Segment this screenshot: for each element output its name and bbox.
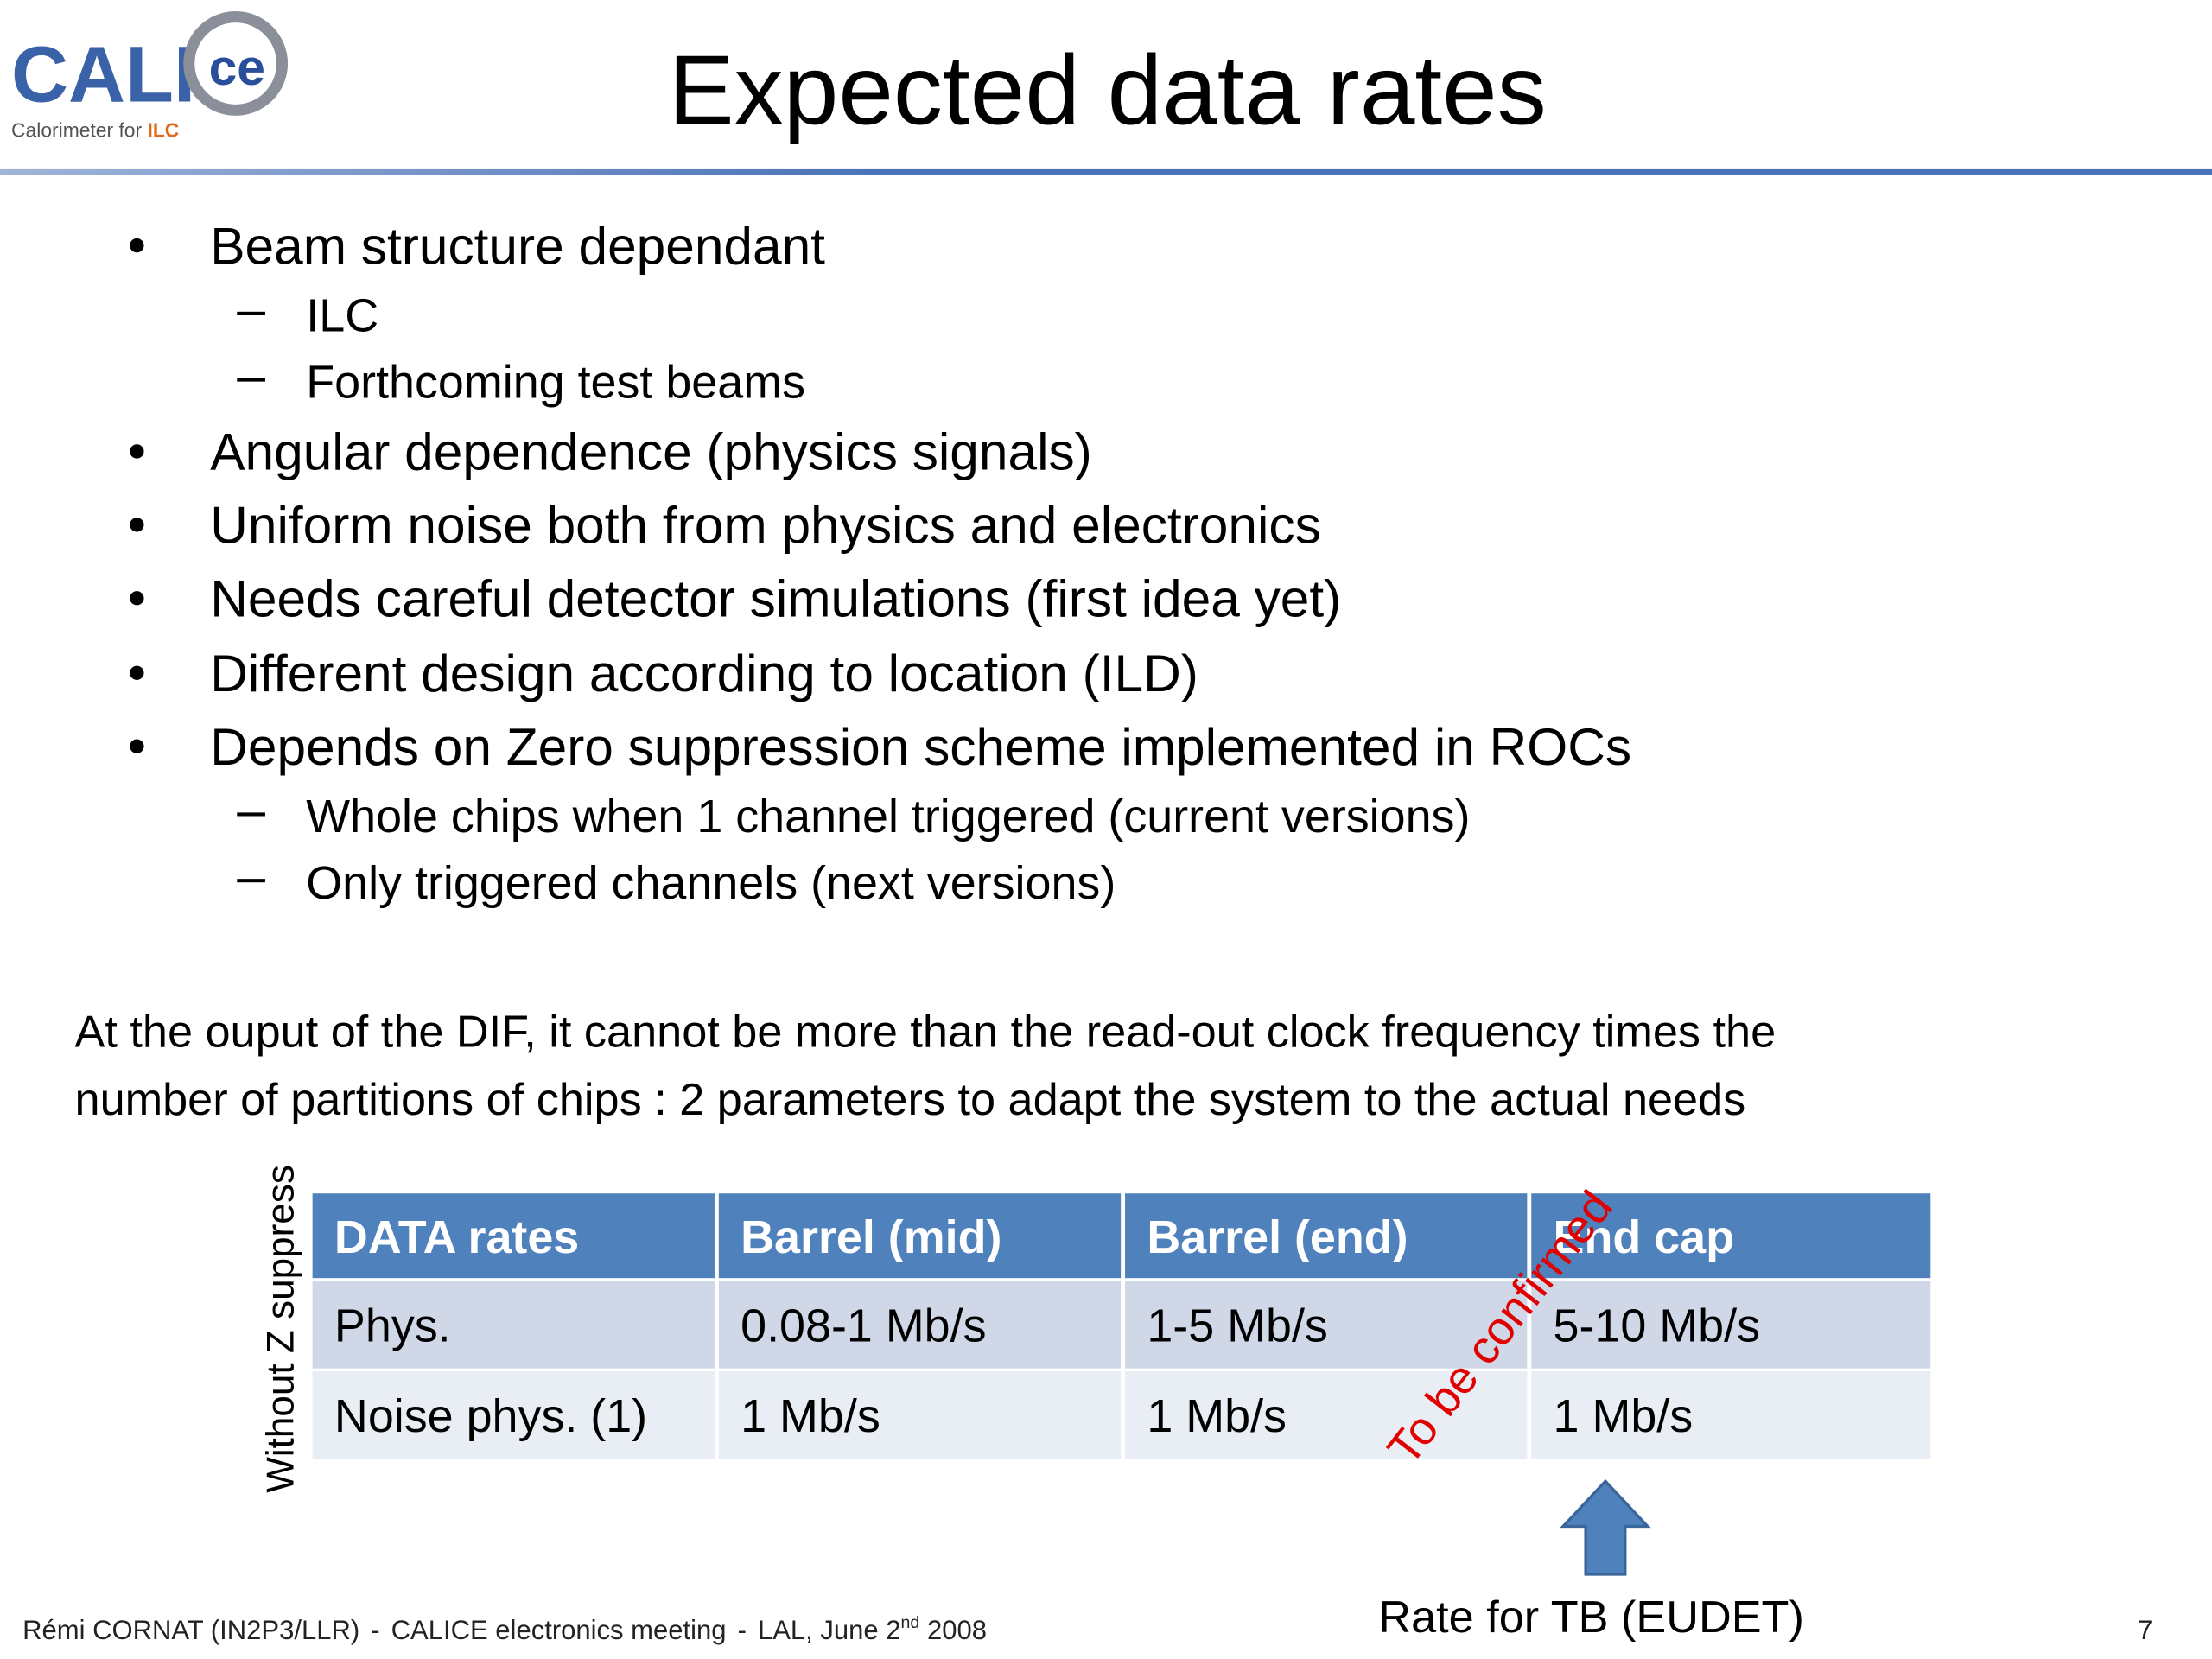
- bullet-dot: [130, 739, 144, 753]
- table-header-text: Barrel (mid): [741, 1211, 1001, 1263]
- up-arrow: [1560, 1478, 1651, 1576]
- table-cell: [1531, 1281, 1931, 1369]
- table-header-cell: [718, 1193, 1122, 1279]
- footer-author: Rémi CORNAT (IN2P3/LLR): [22, 1615, 359, 1645]
- logo-tagline-text: Calorimeter for: [11, 118, 147, 141]
- table-cell-text: 1 Mb/s: [741, 1390, 880, 1442]
- bullet-text: Uniform noise both from physics and elec…: [210, 496, 1321, 555]
- bullet-text: Angular dependence (physics signals): [210, 423, 1092, 481]
- table-cell-text: Phys.: [334, 1300, 451, 1352]
- logo-letters: CALI: [11, 31, 195, 119]
- bullet-dot: [130, 444, 144, 459]
- footer-place: LAL, June 2: [758, 1615, 901, 1645]
- table-cell: [312, 1281, 715, 1369]
- table-header-text: DATA rates: [334, 1211, 579, 1263]
- sub-item-text: Only triggered channels (next versions): [306, 857, 1116, 909]
- table-cell: [718, 1281, 1122, 1369]
- table-cell: [1531, 1370, 1931, 1459]
- sub-dash: [237, 879, 265, 883]
- footer-separator: -: [738, 1615, 747, 1645]
- bullet-dot: [130, 591, 144, 606]
- footer-superscript: nd: [901, 1613, 920, 1632]
- bullet-dot: [130, 665, 144, 680]
- logo-tagline: Calorimeter for ILC: [11, 118, 179, 141]
- table-cell: [1125, 1281, 1528, 1369]
- sub-item-text: Forthcoming test beams: [306, 356, 805, 408]
- table-header-cell: [1125, 1193, 1528, 1279]
- table-cell-text: 0.08-1 Mb/s: [741, 1300, 986, 1352]
- table-cell: [718, 1370, 1122, 1459]
- table-cell-text: 1 Mb/s: [1147, 1390, 1287, 1442]
- side-label: Without Z suppress: [260, 1165, 302, 1493]
- arrow-label: Rate for TB (EUDET): [1378, 1592, 1803, 1643]
- paragraph-line: number of partitions of chips : 2 parame…: [75, 1075, 1746, 1125]
- title-rule: [0, 168, 2212, 175]
- table-cell-text: Noise phys. (1): [334, 1390, 647, 1442]
- bullet-text: Different design according to location (…: [210, 644, 1198, 702]
- table-header-cell: [312, 1193, 715, 1279]
- table-header-text: Barrel (end): [1147, 1211, 1408, 1263]
- sub-item-text: Whole chips when 1 channel triggered (cu…: [306, 791, 1470, 842]
- table-cell-text: 1 Mb/s: [1554, 1390, 1694, 1442]
- bullet-text: Needs careful detector simulations (firs…: [210, 569, 1341, 627]
- footer-meeting: CALICE electronics meeting: [391, 1615, 727, 1645]
- logo-circle-text: ce: [209, 40, 265, 96]
- sub-dash: [237, 311, 265, 315]
- sub-dash: [237, 378, 265, 382]
- footer-year: 2008: [919, 1615, 987, 1645]
- footer: Rémi CORNAT (IN2P3/LLR) - CALICE electroni…: [22, 1613, 987, 1645]
- bullet-dot: [130, 518, 144, 532]
- logo-ring: [183, 11, 289, 116]
- table-header-cell: [1531, 1193, 1931, 1279]
- table-cell: [1125, 1370, 1528, 1459]
- table-cell-text: 5-10 Mb/s: [1554, 1300, 1760, 1352]
- page-number: 7: [2138, 1615, 2152, 1645]
- table-cell: [312, 1370, 715, 1459]
- table-header-text: End cap: [1554, 1211, 1735, 1263]
- sub-item-text: ILC: [306, 290, 378, 342]
- logo-tagline-highlight: ILC: [147, 118, 179, 141]
- bullet-text: Beam structure dependant: [210, 216, 825, 275]
- footer-separator: -: [371, 1615, 379, 1645]
- sub-dash: [237, 812, 265, 817]
- paragraph-line: At the ouput of the DIF, it cannot be mo…: [75, 1007, 1777, 1057]
- slide-title: Expected data rates: [668, 36, 1546, 146]
- logo: CALI ce Calorimeter for ILC: [11, 11, 289, 141]
- content: Beam structure dependant ILC Forthcoming t…: [75, 216, 1931, 1493]
- table-cell-text: 1-5 Mb/s: [1147, 1300, 1328, 1352]
- bullet-text: Depends on Zero suppression scheme imple…: [210, 717, 1631, 776]
- bullet-dot: [130, 238, 144, 253]
